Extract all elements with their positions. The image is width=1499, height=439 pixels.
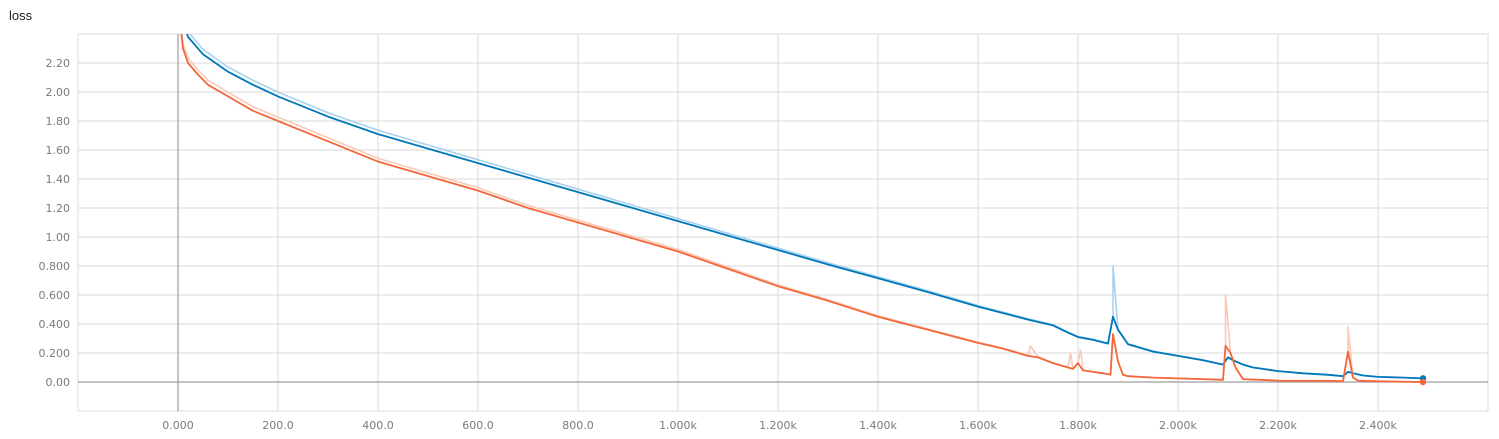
series-line — [186, 34, 1424, 380]
x-tick-labels: 0.000 200.0 400.0 600.0 800.0 1.000k 1.200k 1.4… — [162, 419, 1397, 432]
chart-title: loss — [9, 8, 33, 23]
axes — [78, 34, 1488, 411]
x-tick-label: 2.000k — [1159, 419, 1197, 432]
y-tick-label: 0.800 — [39, 260, 71, 273]
y-tick-label: 1.20 — [46, 202, 71, 215]
y-tick-label: 0.400 — [39, 318, 71, 331]
series-lines — [180, 34, 1427, 386]
x-tick-label: 1.200k — [759, 419, 797, 432]
x-tick-label: 2.200k — [1259, 419, 1297, 432]
series-line — [180, 34, 1424, 383]
y-tick-label: 1.00 — [46, 231, 71, 244]
x-tick-label: 1.600k — [959, 419, 997, 432]
y-tick-label: 1.40 — [46, 173, 71, 186]
x-tick-label: 1.000k — [659, 419, 697, 432]
y-tick-labels: 0.00 0.200 0.400 0.600 0.800 1.00 1.20 1.40 1.60… — [39, 57, 71, 389]
x-tick-label: 200.0 — [262, 419, 294, 432]
x-tick-label: 1.400k — [859, 419, 897, 432]
series-end-point — [1419, 378, 1427, 386]
x-tick-label: 2.400k — [1359, 419, 1397, 432]
series-raw-line — [188, 34, 1424, 380]
grid-lines — [77, 33, 1489, 412]
y-tick-label: 1.60 — [46, 144, 71, 157]
y-tick-label: 0.600 — [39, 289, 71, 302]
y-tick-label: 0.200 — [39, 347, 71, 360]
plot-frame — [77, 33, 1489, 412]
x-tick-label: 400.0 — [362, 419, 394, 432]
x-tick-label: 600.0 — [462, 419, 494, 432]
x-tick-label: 800.0 — [562, 419, 594, 432]
y-tick-label: 2.00 — [46, 86, 71, 99]
y-tick-label: 1.80 — [46, 115, 71, 128]
x-tick-label: 0.000 — [162, 419, 194, 432]
y-tick-label: 2.20 — [46, 57, 71, 70]
x-tick-label: 1.800k — [1059, 419, 1097, 432]
y-tick-label: 0.00 — [46, 376, 71, 389]
series-raw-line — [181, 34, 1424, 383]
series-1 — [180, 34, 1427, 386]
